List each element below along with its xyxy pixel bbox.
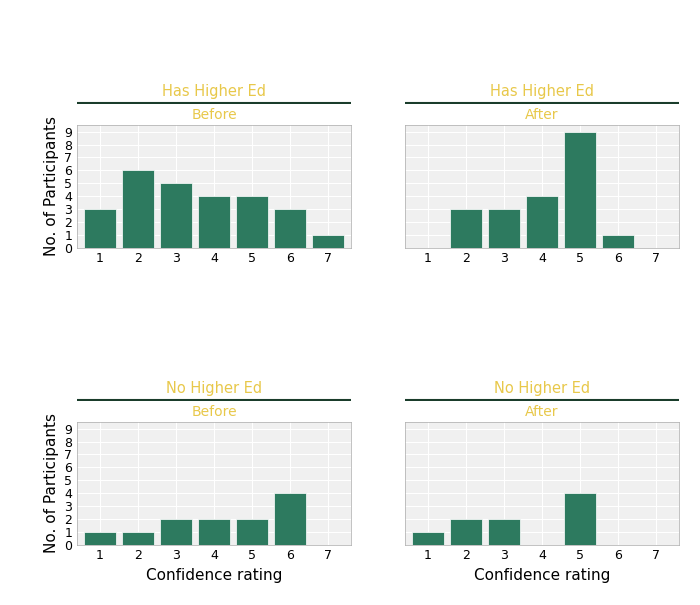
Bar [602,235,634,247]
Y-axis label: No. of Participants: No. of Participants [43,116,59,257]
Text: No Higher Ed: No Higher Ed [494,381,590,396]
Text: Before: Before [191,405,237,419]
X-axis label: Confidence rating: Confidence rating [474,568,610,583]
Bar [160,183,192,247]
Text: After: After [525,405,559,419]
Bar [274,493,306,544]
Bar [236,518,268,544]
X-axis label: Confidence rating: Confidence rating [146,568,282,583]
Bar [160,518,192,544]
Bar [450,518,482,544]
Bar [198,196,230,247]
Text: Has Higher Ed: Has Higher Ed [490,84,594,99]
Bar [564,132,596,247]
Text: Has Higher Ed: Has Higher Ed [162,84,266,99]
Bar [312,235,344,247]
Bar [84,532,116,544]
Bar [564,493,596,544]
Bar [274,209,306,247]
Bar [236,196,268,247]
Text: No Higher Ed: No Higher Ed [166,381,262,396]
Bar [450,209,482,247]
Text: Before: Before [191,108,237,122]
Text: After: After [525,108,559,122]
Bar [198,518,230,544]
Bar [84,209,116,247]
Bar [122,170,154,247]
Bar [122,532,154,544]
Bar [412,532,444,544]
Bar [488,518,520,544]
Bar [488,209,520,247]
Y-axis label: No. of Participants: No. of Participants [43,413,59,554]
Bar [526,196,558,247]
